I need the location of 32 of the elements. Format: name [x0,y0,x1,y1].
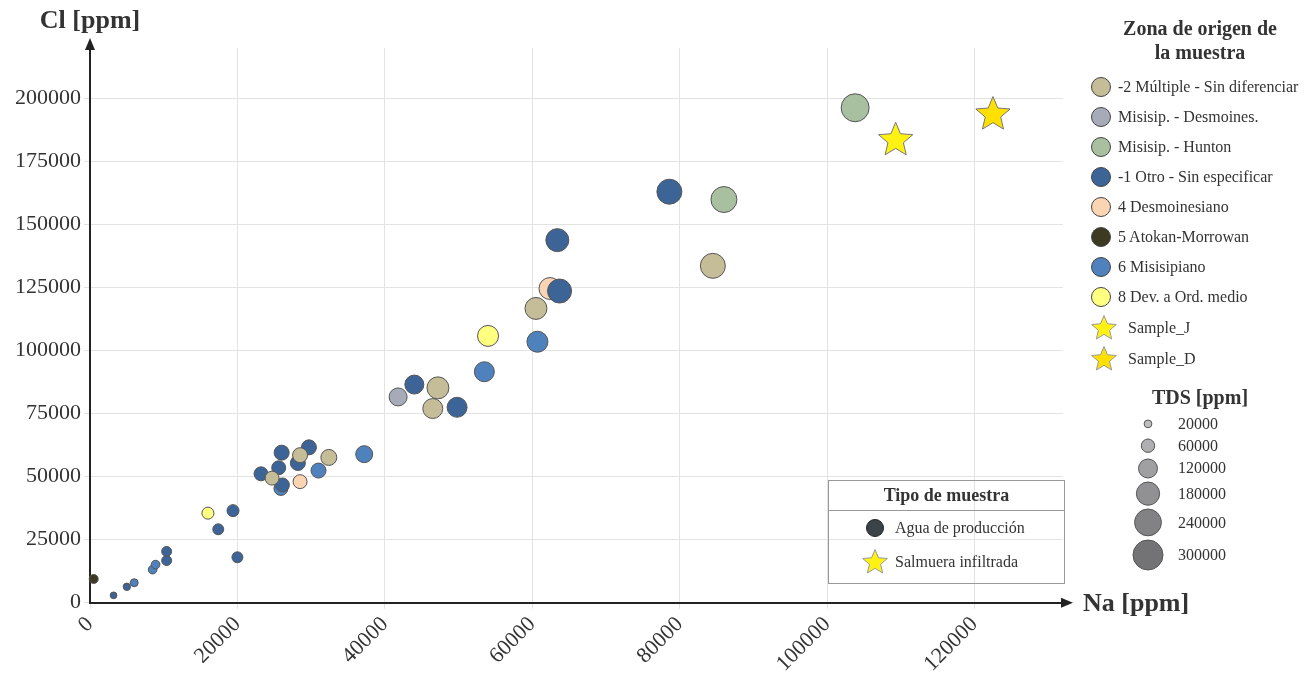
legend-label: 20000 [1178,415,1218,433]
y-tick-label: 100000 [15,336,81,362]
y-tick-label: 200000 [15,84,81,110]
y-tick-label: 150000 [15,210,81,236]
legend-label: Sample_J [1128,318,1191,337]
legend-label: Misisip. - Desmoines. [1118,108,1259,126]
legend-label: 300000 [1178,546,1226,565]
y-axis-title: Cl [ppm] [39,4,141,34]
legend-title: Zona de origen de la muestra [1122,16,1278,64]
legend-label: -2 Múltiple - Sin diferenciar [1118,78,1299,96]
legend-label: 180000 [1178,484,1226,503]
legend-label: -1 Otro - Sin especificar [1118,168,1273,186]
y-tick-label: 125000 [15,273,81,299]
legend-label: 60000 [1178,437,1218,455]
y-tick-label: 25000 [26,525,81,551]
legend-label: 6 Misisipiano [1118,258,1206,276]
sample-type-legend: Tipo de muestra Agua de producción Salmuera infiltrada [828,480,1065,584]
legend-label: 8 Dev. a Ord. medio [1118,288,1248,306]
y-tick-label: 50000 [26,462,81,488]
legend-label: Sample_D [1128,349,1196,368]
legend-label: 4 Desmoinesiano [1118,198,1229,216]
annotation: Agua de producción [895,519,1025,537]
y-tick-label: 175000 [15,147,81,173]
y-tick-label: 75000 [26,399,81,425]
x-axis-title: Na [ppm] [1083,588,1190,618]
annotation: Salmuera infiltrada [895,553,1019,571]
legend-label: 240000 [1178,513,1226,532]
legend-label: 120000 [1178,459,1226,478]
annotation: Tipo de muestra [829,481,1064,511]
legend-label: Misisip. - Hunton [1118,138,1232,156]
legend-label: 5 Atokan-Morrowan [1118,228,1250,246]
text: TDS [ppm] [1150,386,1250,409]
